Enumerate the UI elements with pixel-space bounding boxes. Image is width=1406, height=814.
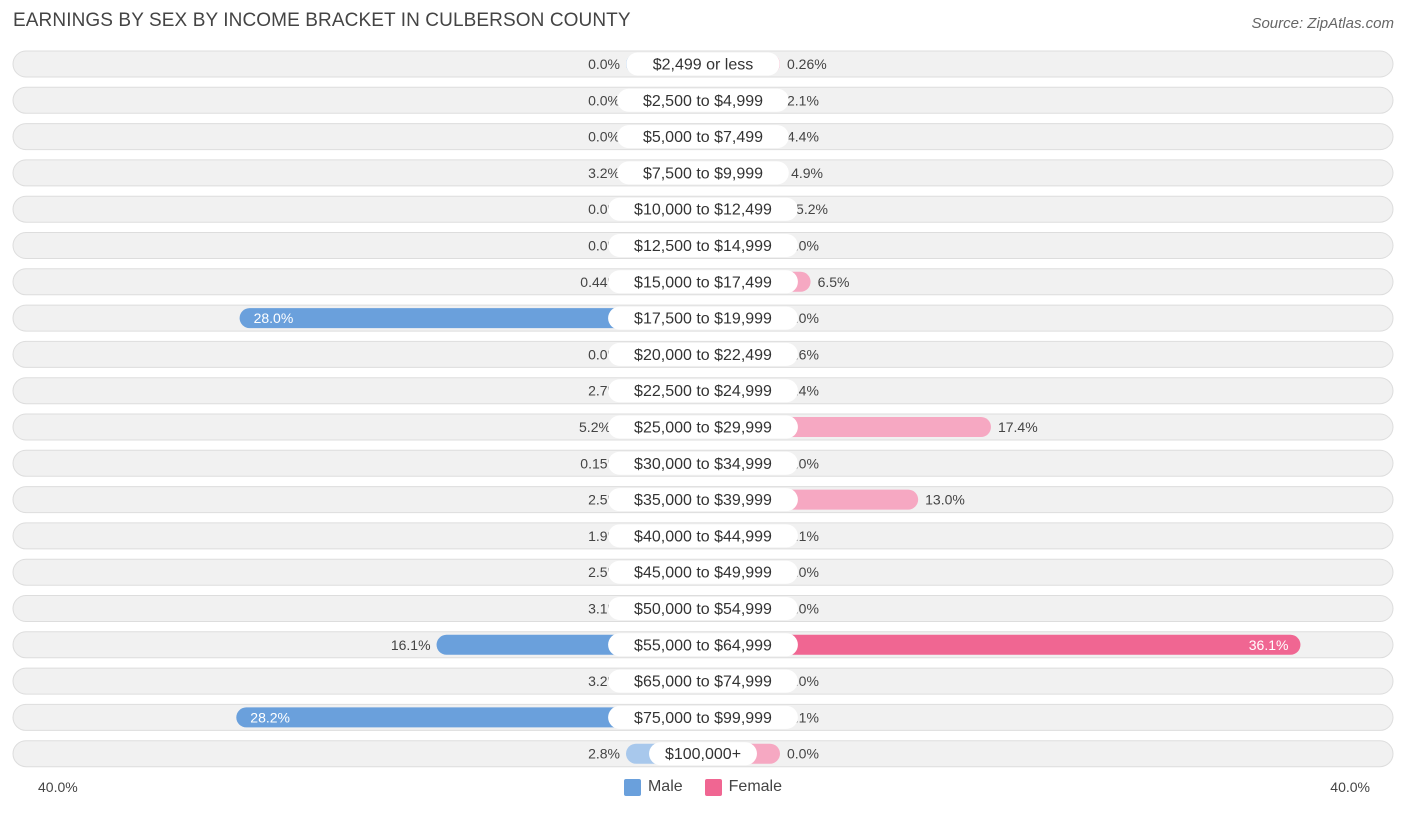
category-label: $7,500 to $9,999 xyxy=(643,165,763,182)
category-pill xyxy=(608,306,798,330)
category-pill xyxy=(608,234,798,257)
category-pill xyxy=(608,415,798,439)
category-pill xyxy=(617,161,789,185)
category-pill xyxy=(608,705,798,729)
bar-chart: 0.0% 0.26% $2,499 or less 0.0% 2.1% $2,500 to… xyxy=(12,50,1394,768)
category-label: $65,000 to $74,999 xyxy=(634,674,772,691)
category-pill xyxy=(608,379,798,403)
data-label-male: 0.0% xyxy=(588,56,620,72)
legend-label-male: Male xyxy=(647,778,683,795)
category-label: $15,000 to $17,499 xyxy=(634,274,772,291)
category-pill xyxy=(608,560,798,584)
category-pill xyxy=(649,742,757,766)
data-label-female: 4.4% xyxy=(787,129,819,145)
legend-swatch-female xyxy=(704,778,722,796)
data-label-female: 36.1% xyxy=(1249,637,1289,653)
axis-label-right: 40.0% xyxy=(1330,779,1370,795)
category-pill xyxy=(608,270,798,294)
legend-item-male: Male xyxy=(623,778,683,796)
data-label-male: 5.2% xyxy=(579,419,611,435)
category-label: $25,000 to $29,999 xyxy=(634,420,772,437)
data-label-female: 0.0% xyxy=(787,746,819,762)
data-label-male: 28.0% xyxy=(254,310,294,326)
legend-item-female: Female xyxy=(704,778,783,796)
category-label: $22,500 to $24,999 xyxy=(634,383,772,400)
data-label-male: 0.0% xyxy=(588,92,620,108)
data-label-female: 0.26% xyxy=(787,56,827,72)
category-label: $12,500 to $14,999 xyxy=(634,238,772,255)
data-label-female: 17.4% xyxy=(998,419,1038,435)
category-label: $10,000 to $12,499 xyxy=(634,202,772,219)
category-label: $5,000 to $7,499 xyxy=(643,129,763,146)
category-label: $50,000 to $54,999 xyxy=(634,601,772,618)
category-label: $35,000 to $39,999 xyxy=(634,492,772,509)
data-label-female: 13.0% xyxy=(925,492,965,508)
category-pill xyxy=(608,597,798,620)
bar-female xyxy=(703,634,1301,655)
category-label: $20,000 to $22,499 xyxy=(634,347,772,364)
legend-swatch-male xyxy=(623,778,641,796)
category-label: $45,000 to $49,999 xyxy=(634,565,772,582)
bar-male xyxy=(239,308,703,329)
chart-title: EARNINGS BY SEX BY INCOME BRACKET IN CUL… xyxy=(13,10,631,31)
data-label-female: 5.2% xyxy=(796,201,828,217)
category-label: $30,000 to $34,999 xyxy=(634,456,772,473)
category-pill xyxy=(608,197,798,221)
category-pill xyxy=(626,52,780,76)
data-label-female: 6.5% xyxy=(818,274,850,290)
category-label: $75,000 to $99,999 xyxy=(634,710,772,727)
data-label-male: 28.2% xyxy=(250,709,290,725)
category-label: $100,000+ xyxy=(665,746,741,763)
category-label: $55,000 to $64,999 xyxy=(634,637,772,654)
category-label: $17,500 to $19,999 xyxy=(634,311,772,328)
category-label: $40,000 to $44,999 xyxy=(634,528,772,545)
data-label-male: 2.8% xyxy=(588,746,620,762)
data-label-female: 2.1% xyxy=(787,92,819,108)
category-label: $2,499 or less xyxy=(653,57,754,74)
category-pill xyxy=(608,669,798,693)
category-label: $2,500 to $4,999 xyxy=(643,93,763,110)
category-pill xyxy=(617,88,789,112)
data-label-female: 4.9% xyxy=(791,165,823,181)
data-label-male: 3.2% xyxy=(588,165,620,181)
data-label-male: 16.1% xyxy=(391,637,431,653)
category-pill xyxy=(608,524,798,548)
category-pill xyxy=(608,342,798,366)
category-pill xyxy=(617,125,789,149)
category-pill xyxy=(608,451,798,475)
data-label-male: 0.0% xyxy=(588,129,620,145)
legend: Male Female xyxy=(0,778,1406,796)
category-pill xyxy=(608,488,798,512)
legend-label-female: Female xyxy=(728,778,783,795)
category-pill xyxy=(608,633,798,657)
axis-label-left: 40.0% xyxy=(38,779,78,795)
bar-male xyxy=(236,707,704,728)
chart-source: Source: ZipAtlas.com xyxy=(1251,15,1394,32)
